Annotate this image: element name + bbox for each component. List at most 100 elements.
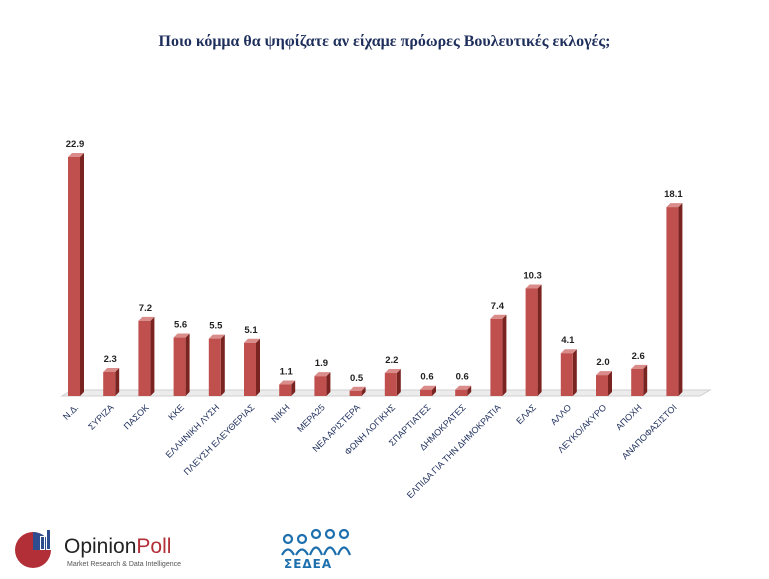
- data-label: 2.6: [632, 351, 645, 362]
- bar-side: [256, 338, 260, 396]
- bar-front: [244, 342, 256, 396]
- opinionpoll-tagline: Market Research & Data Intelligence: [67, 561, 181, 568]
- brand-poll: Poll: [136, 535, 172, 558]
- bar-side: [291, 380, 296, 396]
- bar-side: [80, 153, 84, 396]
- bar-front: [525, 288, 538, 396]
- bar-side: [115, 367, 120, 396]
- data-label: 2.0: [596, 357, 609, 368]
- bar: [138, 316, 155, 396]
- bar-front: [560, 353, 573, 396]
- bar-front: [420, 389, 432, 396]
- bar-side: [185, 333, 190, 396]
- bar-front: [384, 373, 397, 396]
- data-label: 7.2: [139, 303, 152, 314]
- data-label: 0.6: [456, 372, 469, 383]
- bar: [314, 372, 331, 396]
- data-label: 5.5: [209, 321, 223, 332]
- bar-top: [596, 371, 612, 376]
- bar-side: [396, 369, 401, 396]
- bar-front: [138, 320, 151, 396]
- bar: [666, 203, 683, 396]
- category-label: ΕΛΑΣ: [514, 402, 538, 426]
- bar-top: [384, 369, 401, 374]
- bar-top: [420, 385, 436, 390]
- bar-front: [490, 318, 503, 396]
- data-label: 0.5: [350, 373, 364, 384]
- bar: [560, 349, 577, 396]
- bar-side: [150, 316, 155, 396]
- data-label: 0.6: [420, 372, 433, 383]
- bar: [68, 153, 84, 396]
- bar-side: [361, 386, 366, 396]
- sedea-logo: ΣΕΔΕΑ: [272, 527, 372, 572]
- bar-side: [220, 334, 225, 396]
- bar: [384, 369, 401, 396]
- data-label: 4.1: [561, 335, 575, 346]
- bar-top: [349, 386, 366, 391]
- category-label: ΑΠΟΧΗ: [614, 402, 644, 432]
- bar-side: [432, 385, 436, 396]
- bar-top: [631, 364, 648, 369]
- bar: [525, 284, 542, 396]
- bar-front: [103, 371, 116, 396]
- bar-front: [173, 337, 186, 396]
- data-label: 7.4: [491, 301, 505, 312]
- bar-front: [455, 389, 468, 396]
- bar: [173, 333, 190, 396]
- sedea-wordmark: ΣΕΔΕΑ: [284, 557, 333, 571]
- category-label: ΣΥΡΙΖΑ: [86, 402, 115, 431]
- bar-top: [666, 203, 683, 208]
- category-label: ΚΚΕ: [166, 402, 186, 422]
- bar-front: [279, 384, 292, 396]
- data-label: 10.3: [523, 271, 542, 282]
- opinionpoll-wordmark: OpinionPoll: [64, 535, 171, 559]
- category-label: ΝΙΚΗ: [269, 402, 291, 424]
- bar-top: [455, 385, 472, 390]
- bar: [596, 371, 612, 396]
- bar-front: [68, 157, 80, 396]
- bar-front: [631, 368, 644, 396]
- bar-top: [560, 349, 577, 354]
- bar-side: [643, 364, 648, 396]
- bar: [279, 380, 296, 396]
- bar-side: [537, 284, 542, 396]
- category-label: Ν.Δ.: [61, 402, 80, 421]
- category-label: ΜΕΡΑ25: [295, 402, 327, 434]
- bar-side: [608, 371, 612, 396]
- bar: [349, 386, 366, 396]
- bar-top: [208, 334, 225, 339]
- data-label: 2.3: [104, 354, 117, 365]
- data-label: 1.9: [315, 358, 328, 369]
- bar-side: [326, 372, 331, 396]
- opinionpoll-logo-mark: [15, 529, 51, 568]
- data-label: 22.9: [66, 139, 85, 150]
- bar-front: [666, 207, 679, 396]
- data-label: 1.1: [280, 367, 294, 378]
- category-label: ΠΑΣΟΚ: [122, 402, 151, 431]
- bar-top: [314, 372, 331, 377]
- category-label: ΑΛΛΟ: [549, 402, 574, 427]
- data-label: 2.2: [385, 355, 398, 366]
- bar-top: [138, 316, 155, 321]
- data-label: 18.1: [664, 189, 683, 200]
- data-label: 5.1: [244, 325, 258, 336]
- bar: [420, 385, 436, 396]
- bar: [490, 314, 507, 396]
- category-label: ΠΛΕΥΣΗ ΕΛΕΥΘΕΡΙΑΣ: [182, 402, 257, 477]
- chart-title: Ποιο κόμμα θα ψηφίζατε αν είχαμε πρόωρες…: [158, 33, 611, 50]
- bar: [208, 334, 225, 396]
- bar-side: [678, 203, 683, 396]
- sedea-logo-mark: [281, 528, 352, 556]
- bar: [631, 364, 648, 396]
- bar-side: [467, 385, 472, 396]
- bar-top: [525, 284, 542, 289]
- bar-side: [572, 349, 577, 396]
- bar-top: [68, 153, 84, 157]
- bar-top: [244, 338, 260, 343]
- bar-top: [279, 380, 296, 385]
- bar-front: [314, 376, 327, 396]
- bar: [103, 367, 120, 396]
- data-label: 5.6: [174, 320, 187, 331]
